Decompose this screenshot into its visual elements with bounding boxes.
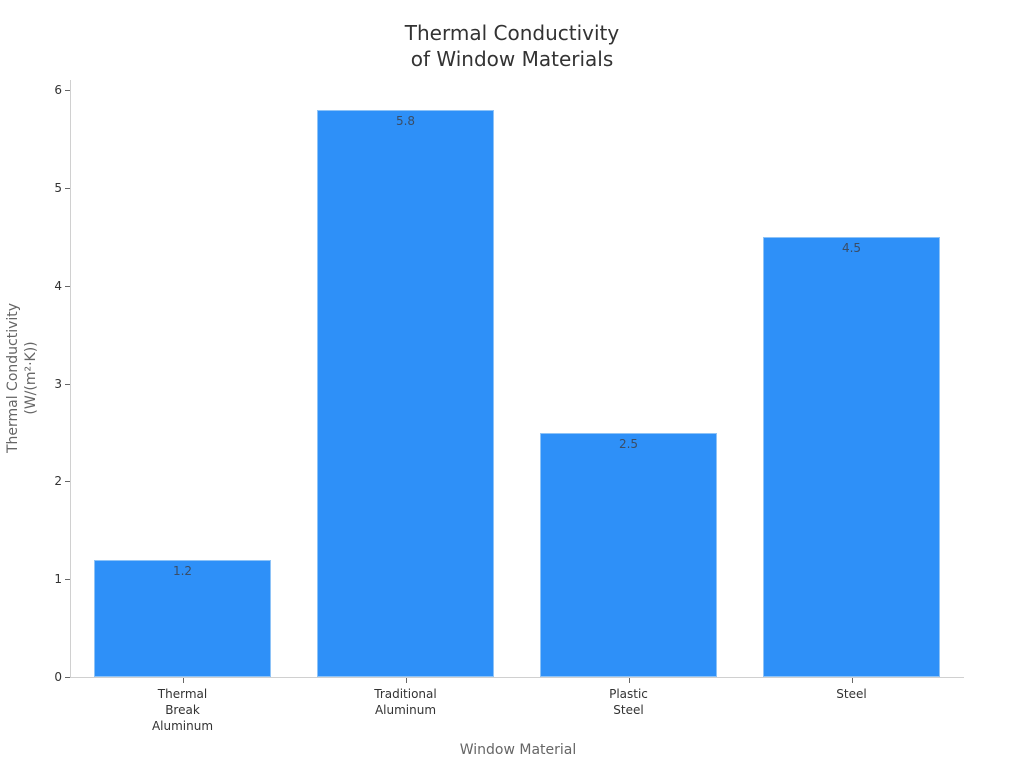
y-tick-label: 4 <box>54 278 62 293</box>
y-tick-mark <box>65 677 70 678</box>
y-tick-mark <box>65 188 70 189</box>
bar: 2.5 <box>540 432 717 677</box>
bar: 5.8 <box>317 109 494 677</box>
y-axis-label: Thermal Conductivity (W/(m²·K)) <box>4 303 40 453</box>
x-tick-mark <box>628 678 630 683</box>
bar-value-label: 1.2 <box>172 563 193 578</box>
y-axis <box>70 80 71 678</box>
x-tick-label-line: Thermal <box>157 687 208 701</box>
x-tick-mark <box>405 678 407 683</box>
y-tick-label: 0 <box>54 670 62 684</box>
y-tick-label: 5 <box>54 181 62 195</box>
x-tick-label: Traditional Aluminum <box>317 686 494 718</box>
y-tick-mark <box>65 383 70 385</box>
y-tick-label: 3 <box>54 376 62 391</box>
x-tick-label: Plastic Steel <box>540 686 717 718</box>
y-tick-label: 1 <box>54 572 62 587</box>
y-tick-mark <box>65 285 70 287</box>
chart-title: Thermal Conductivity of Window Materials <box>0 20 1024 72</box>
y-tick: 6 <box>40 83 70 104</box>
x-tick-label-line: Steel <box>836 687 867 701</box>
y-axis-label-line-2: (W/(m²·K)) <box>23 341 39 415</box>
y-tick-mark <box>65 579 70 581</box>
x-tick-label-line: Break <box>165 703 200 717</box>
y-tick-label: 6 <box>54 83 62 98</box>
y-tick: 3 <box>40 377 70 398</box>
y-tick-mark <box>65 481 70 483</box>
y-tick: 4 <box>40 279 70 300</box>
x-tick-label: Steel <box>763 686 940 702</box>
x-tick-label-line: Aluminum <box>374 703 437 717</box>
y-tick: 0 <box>40 670 70 691</box>
y-tick: 5 <box>40 181 70 202</box>
y-tick-label: 2 <box>54 474 62 489</box>
x-tick-label-line: Plastic <box>609 687 648 701</box>
y-axis-label-line-1: Thermal Conductivity <box>5 302 21 454</box>
bar-value-label: 2.5 <box>618 436 639 451</box>
y-tick: 1 <box>40 572 70 593</box>
bar-value-label: 4.5 <box>841 240 862 255</box>
x-tick-label-line: Steel <box>613 703 644 717</box>
x-tick-label: Thermal Break Aluminum <box>94 686 271 734</box>
x-tick-mark <box>182 678 184 683</box>
chart-title-line-2: of Window Materials <box>410 47 614 71</box>
chart-title-line-1: Thermal Conductivity <box>404 21 620 45</box>
x-axis-label: Window Material <box>459 742 577 758</box>
bar-value-label: 5.8 <box>395 113 416 128</box>
x-tick-label-line: Traditional <box>374 687 437 701</box>
y-tick: 2 <box>40 474 70 495</box>
y-tick-mark <box>65 90 70 92</box>
x-axis <box>70 677 964 678</box>
bar: 1.2 <box>94 559 271 677</box>
x-tick-label-line: Aluminum <box>151 719 214 733</box>
bar: 4.5 <box>763 236 940 677</box>
x-tick-mark <box>851 678 853 683</box>
